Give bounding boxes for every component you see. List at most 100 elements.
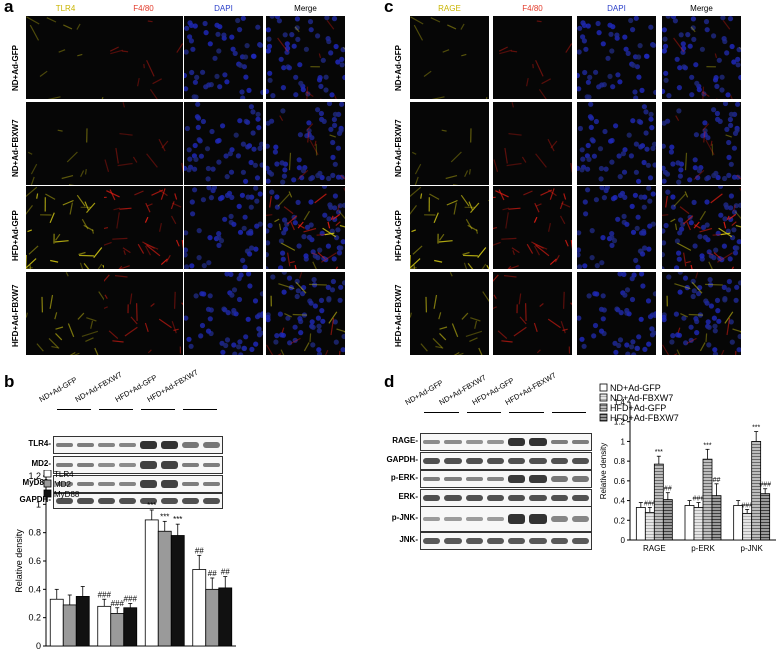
micrograph-2-1 [493,186,572,269]
blot-band [486,476,504,482]
blot-band [182,442,199,448]
blot-band [571,537,589,545]
column-title-0: RAGE [438,4,461,13]
micrograph-3-3 [266,272,345,355]
micrograph-0-2 [184,16,263,99]
micrograph-2-0 [410,186,489,269]
lane-underline [509,412,544,413]
row-label-2: HFD+Ad-GFP [11,210,20,261]
significance-label: ## [195,546,204,555]
micrograph-1-1 [104,102,183,185]
significance-label: *** [173,515,182,524]
y-tick-label: 1 [36,499,41,509]
column-title-3: Merge [690,4,713,13]
panel-d-label: d [384,372,395,391]
blot-band [508,537,526,545]
blot-row-0 [420,433,592,451]
micrograph-1-2 [577,102,656,185]
row-label-1: ND+Ad-FBXW7 [11,119,20,177]
blot-band [508,457,526,465]
blot-band [529,438,547,446]
blot-band [529,494,547,502]
micrograph-3-0 [26,272,105,355]
micrograph-1-0 [410,102,489,185]
significance-label: ## [713,477,721,484]
lane-label-0: ND+Ad-GFP [37,375,79,404]
blot-band [571,457,589,465]
lane-underline [466,412,501,413]
y-axis-label: Relative density [599,443,608,499]
blot-band [119,498,136,504]
blot-band [550,516,568,522]
panel-d-bar-chart: 0 0.2 0.4 0.6 0.8 1 1.2 1.4 Relative density ### *… [599,383,776,553]
y-tick-label: 0 [621,536,626,545]
bar-HFD+Ad-FBXW7 [662,499,673,541]
legend-swatch [599,403,608,412]
column-title-0: TLR4 [55,4,76,13]
blot-row-5 [420,532,592,550]
blot-band [529,537,547,545]
bar-MD2 [205,588,220,647]
y-tick-label: 0.6 [614,477,626,486]
blot-band [529,513,547,525]
lane-underline [183,409,217,410]
significance-label: ### [693,496,705,503]
blot-row-2 [53,475,223,493]
bar-MyD88 [123,607,138,647]
micrograph-3-1 [104,272,183,355]
blot-band [571,476,589,482]
legend-swatch [599,393,608,402]
micrograph-1-0 [26,102,105,185]
y-tick-label: 1 [621,437,626,446]
y-tick-label: 0.2 [28,613,41,623]
blot-label-0: TLR4- [28,439,51,448]
blot-band [444,537,462,545]
blot-band [571,494,589,502]
blot-band [77,442,94,448]
column-title-1: F4/80 [133,4,154,13]
blot-band [140,461,157,469]
significance-label: *** [703,442,711,449]
lane-underline [57,409,91,410]
blot-row-1 [420,452,592,470]
blot-band [98,462,115,468]
significance-label: ### [741,502,753,509]
y-tick-label: 0 [36,641,41,651]
micrograph-2-2 [577,186,656,269]
bar-ND+Ad-FBXW7 [742,512,753,541]
blot-row-3 [53,493,223,509]
lane-underline [424,412,459,413]
panel-a-label: a [4,0,14,16]
bar-MD2 [110,613,125,647]
micrograph-1-3 [266,102,345,185]
micrograph-0-3 [266,16,345,99]
bar-ND+Ad-GFP [733,505,744,541]
significance-label: ### [98,590,112,599]
y-tick-label: 0.6 [28,556,41,566]
blot-band [423,476,441,482]
micrograph-2-3 [266,186,345,269]
significance-label: ### [111,599,125,608]
y-tick-label: 0.4 [614,497,626,506]
y-tick-label: 0.8 [28,528,41,538]
blot-band [98,481,115,487]
micrograph-3-0 [410,272,489,355]
blot-band [161,461,178,469]
blot-band [203,481,220,487]
blot-band [550,494,568,502]
micrograph-1-3 [662,102,741,185]
blot-band [161,441,178,449]
micrograph-3-2 [184,272,263,355]
blot-band [423,457,441,465]
micrograph-1-2 [184,102,263,185]
blot-band [161,498,178,504]
y-tick-label: 0.4 [28,584,41,594]
legend-swatch [599,383,608,392]
blot-label-5: JNK- [399,535,418,544]
micrograph-0-2 [577,16,656,99]
legend-label: HFD+Ad-GFP [610,403,666,413]
blot-row-0 [53,436,223,454]
blot-band [486,494,504,502]
legend-label: MyD88 [54,490,80,499]
micrograph-0-3 [662,16,741,99]
